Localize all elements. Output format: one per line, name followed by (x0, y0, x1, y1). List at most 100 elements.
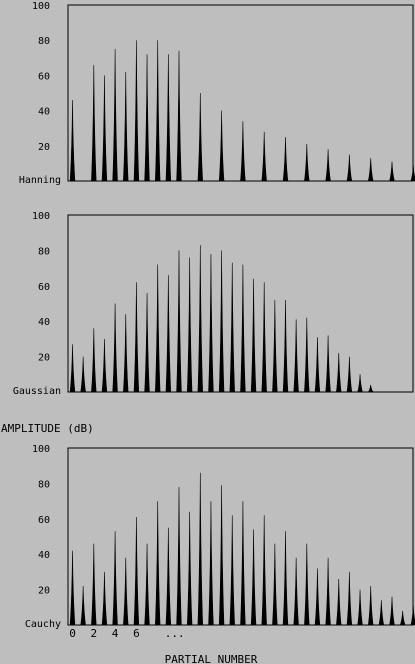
spectral-peak (154, 501, 161, 626)
y-tick-label: 20 (38, 142, 50, 153)
spectral-peak (69, 100, 76, 182)
spectral-peak (176, 50, 182, 182)
spectral-peak (80, 586, 86, 626)
spectral-peak (229, 262, 235, 393)
spectral-peak (304, 144, 310, 182)
x-axis-title: PARTIAL NUMBER (165, 653, 258, 664)
spectral-peak (112, 531, 118, 626)
y-tick-label: 80 (38, 479, 50, 490)
y-tick-label: 40 (38, 550, 50, 561)
y-tick-label: 80 (38, 36, 50, 47)
spectral-peak (336, 578, 342, 626)
y-tick-label: 60 (38, 71, 50, 82)
spectral-peak (91, 543, 97, 626)
spectral-peak (293, 319, 299, 393)
x-tick-label: 6 (133, 627, 140, 640)
spectral-peak (272, 543, 278, 626)
spectral-peak (218, 250, 225, 393)
x-tick-labels: 0 2 4 6... (69, 627, 184, 640)
spectral-peak (399, 610, 406, 626)
chart-panel-cauchy: 100 80 60 40 20 Cauchy (25, 444, 415, 630)
spectral-peak (293, 557, 299, 626)
spectral-peak (378, 600, 385, 626)
spectral-peak (112, 303, 118, 393)
spectral-peak (186, 511, 193, 626)
spectral-peak (282, 136, 289, 182)
spectral-peak (357, 589, 363, 626)
spectral-peak (197, 245, 204, 393)
spectral-peak (91, 64, 97, 182)
x-tick-label: 0 (69, 627, 76, 640)
spectral-peak (165, 54, 172, 182)
spectral-peak (176, 250, 182, 393)
spectral-peak (250, 278, 257, 393)
y-tick-label: 100 (32, 1, 50, 12)
spectral-peak (208, 501, 214, 626)
spectral-peak (325, 335, 331, 393)
window-label: Hanning (19, 175, 61, 186)
spectral-peak (250, 529, 257, 626)
spectral-peak (80, 356, 86, 393)
spectral-peak (186, 257, 193, 393)
spectral-peak (240, 264, 246, 393)
spectral-peak (261, 131, 267, 182)
spectral-peak (261, 515, 267, 626)
spectral-peak (325, 557, 331, 626)
y-tick-label: 20 (38, 586, 50, 597)
spectral-peak (197, 92, 204, 182)
spectral-peak (367, 384, 374, 393)
spectral-peak (367, 586, 374, 626)
spectral-peak (304, 317, 310, 393)
spectral-peak (123, 314, 129, 393)
x-tick-label: 2 (90, 627, 97, 640)
spectral-peak (154, 264, 161, 393)
spectral-peak (240, 121, 246, 182)
spectral-peak (282, 299, 289, 393)
spectral-peak (346, 571, 353, 626)
spectral-peak (218, 485, 225, 626)
spectral-peak (261, 282, 267, 393)
spectral-peak (346, 356, 353, 393)
plot-frame (67, 214, 414, 393)
spectral-peak (229, 515, 235, 626)
spectral-peak (208, 253, 214, 393)
spectral-peak (144, 543, 150, 626)
y-tick-label: 40 (38, 317, 50, 328)
window-label: Gaussian (13, 386, 61, 397)
y-tick-label: 80 (38, 246, 50, 257)
spectral-peak (69, 344, 76, 393)
spectral-peak (389, 596, 395, 626)
spectral-peak (272, 299, 278, 393)
spectral-peak (101, 338, 108, 393)
y-tick-label: 100 (32, 444, 50, 455)
window-label: Cauchy (25, 619, 61, 630)
spectral-peak (314, 337, 321, 393)
x-tick-label: ... (165, 627, 185, 640)
chart-panels: 10080604020Hanning10080604020Gaussian100… (13, 1, 415, 630)
y-axis-title: AMPLITUDE (dB) (1, 422, 94, 435)
chart-panel-hanning: 100 80 60 40 20 Hanning (19, 1, 415, 186)
spectral-peak (165, 275, 172, 393)
spectral-peak (218, 110, 225, 182)
spectral-peak (282, 531, 289, 626)
y-tick-label: 60 (38, 515, 50, 526)
spectral-peak (197, 472, 204, 626)
spectral-peak (101, 75, 108, 182)
spectral-peak (91, 328, 97, 393)
spectral-peak (165, 527, 172, 626)
y-tick-label: 40 (38, 107, 50, 118)
spectral-peak (410, 605, 415, 626)
spectral-peak (325, 149, 331, 182)
spectral-peak (410, 165, 415, 182)
plot-frame (67, 4, 414, 182)
spectral-peak (133, 282, 140, 393)
spectral-peak (346, 154, 353, 182)
spectral-peak (389, 161, 395, 182)
spectral-peak (304, 543, 310, 626)
spectral-peak (176, 486, 182, 626)
spectral-peak (240, 501, 246, 626)
plot-frame (67, 447, 414, 626)
chart-panel-gaussian: 100 80 60 40 20 Gaussian (13, 211, 414, 397)
spectral-peak (144, 292, 150, 393)
